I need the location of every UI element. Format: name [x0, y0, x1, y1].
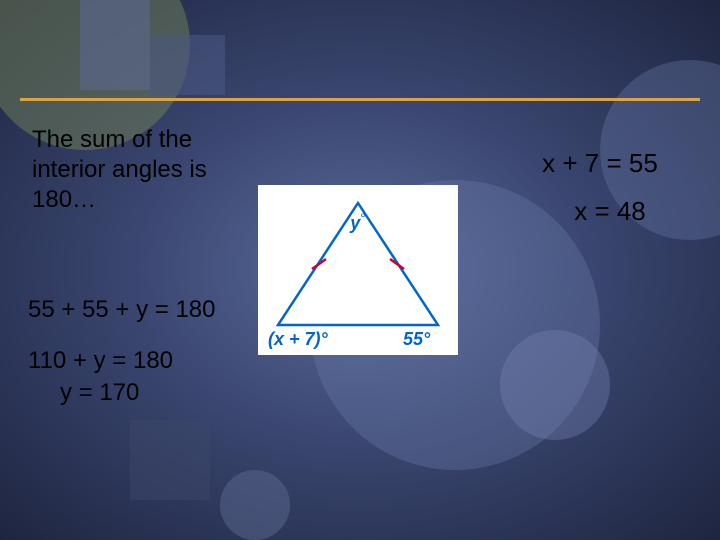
left-angle-label: (x + 7)°	[268, 329, 329, 349]
equation-right-1: x + 7 = 55	[520, 148, 680, 179]
apex-label: y°	[349, 210, 366, 233]
right-angle-label: 55°	[403, 329, 431, 349]
bg-circle-mid-small	[500, 330, 610, 440]
bg-square-2	[150, 35, 225, 95]
statement-text: The sum of the interior angles is 180…	[32, 125, 242, 215]
equation-right-2: x = 48	[540, 196, 680, 227]
equation-left-2: 110 + y = 180	[28, 346, 173, 376]
bg-circle-bottom-small	[220, 470, 290, 540]
triangle-figure: y° (x + 7)° 55°	[258, 185, 458, 355]
equation-left-3: y = 170	[60, 378, 139, 408]
horizontal-divider	[20, 98, 700, 101]
bg-square-1	[80, 0, 150, 90]
triangle-svg: y° (x + 7)° 55°	[258, 185, 458, 355]
equation-left-1: 55 + 55 + y = 180	[28, 295, 216, 325]
bg-square-bottom	[130, 420, 210, 500]
